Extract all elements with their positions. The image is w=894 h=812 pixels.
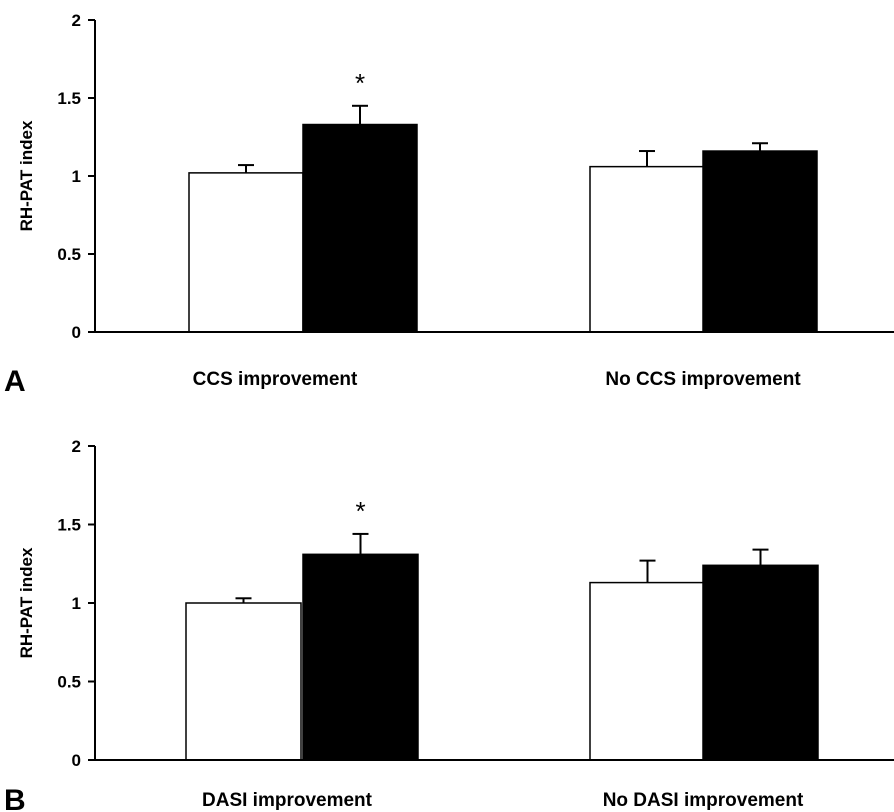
panel-b-category-label-0: DASI improvement <box>202 790 373 811</box>
panel-b-letter: B <box>4 784 26 812</box>
y-tick-label: 1.5 <box>57 89 81 108</box>
y-tick-label: 0.5 <box>57 673 81 692</box>
significance-asterisk: * <box>355 68 365 98</box>
panel-a-category-label-0: CCS improvement <box>193 369 358 390</box>
panel-b-ylabel: RH-PAT index <box>17 547 36 658</box>
panel-b-annotations: * <box>355 496 365 526</box>
panel-b-category-label-1: No DASI improvement <box>603 790 804 811</box>
panel-a-y-ticks: 0 0.5 1 1.5 2 <box>57 11 95 342</box>
panel-a-error-bars <box>238 104 768 173</box>
y-tick-label: 0 <box>72 323 81 342</box>
panel-a-annotations: * <box>355 68 365 98</box>
panel-b-y-ticks: 0 0.5 1 1.5 2 <box>57 437 95 770</box>
bar-white-cat-1 <box>589 165 705 333</box>
bar-white-cat-0 <box>188 172 304 333</box>
panel-a-letter: A <box>4 365 26 398</box>
panel-a: 0 0.5 1 1.5 2 * RH-PAT index CCS improvement… <box>4 11 894 398</box>
bar-black-cat-0 <box>302 553 419 761</box>
significance-asterisk: * <box>355 496 365 526</box>
panel-a-category-label-1: No CCS improvement <box>605 369 801 390</box>
bar-black-cat-1 <box>702 564 819 761</box>
panel-b-bars <box>185 553 819 761</box>
panel-b-error-bars <box>235 532 769 603</box>
y-tick-label: 0.5 <box>57 245 81 264</box>
bar-white-cat-1 <box>589 581 706 761</box>
bar-black-cat-1 <box>702 150 818 333</box>
bar-black-cat-0 <box>302 123 418 333</box>
y-tick-label: 1.5 <box>57 516 81 535</box>
y-tick-label: 2 <box>72 11 81 30</box>
y-tick-label: 1 <box>72 594 81 613</box>
bar-white-cat-0 <box>185 602 302 761</box>
y-tick-label: 1 <box>72 167 81 186</box>
panel-b: 0 0.5 1 1.5 2 * RH-PAT index DASI improvemen… <box>4 437 894 812</box>
panel-a-bars <box>188 123 818 333</box>
panel-a-ylabel: RH-PAT index <box>17 120 36 231</box>
y-tick-label: 0 <box>72 751 81 770</box>
y-tick-label: 2 <box>72 437 81 456</box>
